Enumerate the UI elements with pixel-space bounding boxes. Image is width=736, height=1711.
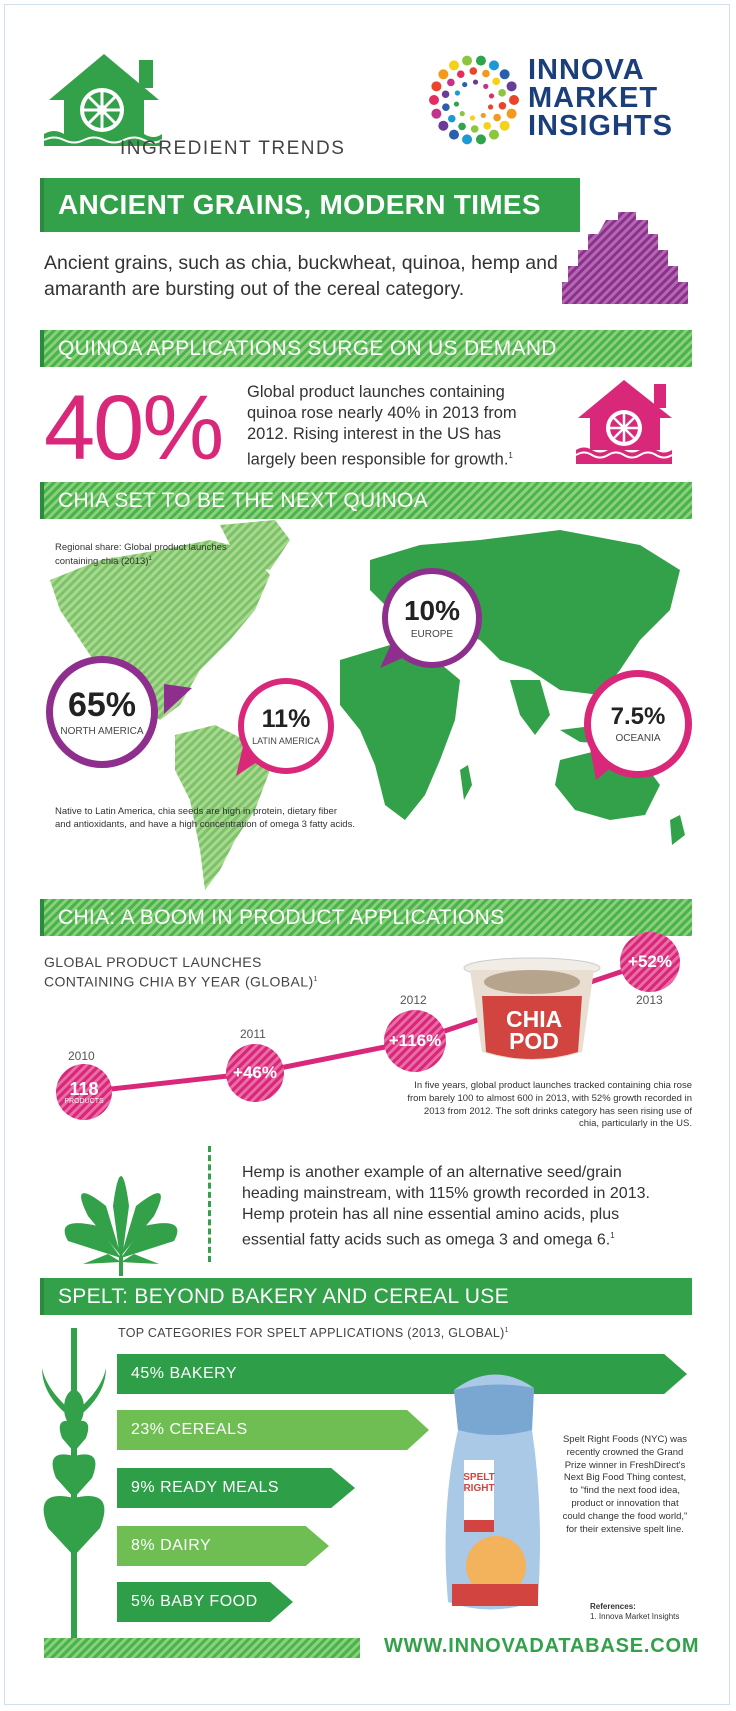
brand-dot: [498, 101, 507, 110]
brand-dot: [429, 95, 439, 105]
brand-dot: [454, 90, 461, 96]
brand-name: INNOVA MARKET INSIGHTS: [528, 54, 673, 142]
pink-house-mill-icon: [576, 380, 673, 464]
brand-dot: [431, 81, 442, 92]
spelt-side-text: Spelt Right Foods (NYC) was recently cro…: [562, 1434, 688, 1535]
brand-dot: [449, 129, 459, 140]
year-label: 2013: [636, 993, 663, 1007]
brand-dot: [462, 81, 468, 88]
footer-hatch-bar: [44, 1638, 360, 1658]
brand-dot: [456, 70, 465, 78]
spelt-subheading: TOP CATEGORIES FOR SPELT APPLICATIONS (2…: [118, 1326, 509, 1340]
main-title: ANCIENT GRAINS, MODERN TIMES: [40, 178, 580, 232]
chia-pod-product-image: [463, 957, 601, 1060]
brand-dot: [462, 134, 473, 145]
brand-dot: [449, 60, 459, 71]
year-label: 2012: [400, 993, 427, 1007]
chia-line-chart: [83, 959, 651, 1095]
brand-dot: [498, 89, 506, 97]
bubble-north-america: 65% NORTH AMERICA: [46, 656, 158, 768]
chia-point-2010: 118 PRODUCTS: [56, 1064, 112, 1120]
references: References: 1. Innova Market Insights: [590, 1602, 680, 1621]
brand-dot: [488, 93, 495, 99]
brand-dot: [475, 55, 486, 66]
chia-boom-heading: CHIA: A BOOM IN PRODUCT APPLICATIONS: [40, 899, 692, 936]
chia-point-2011: +46%: [226, 1044, 284, 1102]
bubble-europe: 10% EUROPE: [382, 568, 482, 668]
chia-point-2013: +52%: [620, 932, 680, 992]
brand-dot: [438, 120, 449, 131]
page-frame: [4, 4, 730, 1705]
brand-dots-icon: [429, 55, 519, 145]
brand-dot: [431, 108, 442, 119]
spelt-heading: SPELT: BEYOND BAKERY AND CEREAL USE: [40, 1278, 692, 1315]
africa-shape: [340, 645, 460, 820]
madagascar-shape: [460, 765, 472, 800]
year-label: 2011: [240, 1027, 266, 1041]
pyramid-icon: [562, 212, 688, 304]
hemp-leaf-icon: [64, 1176, 178, 1276]
brand-dot: [472, 79, 479, 85]
new-zealand-shape: [670, 815, 685, 845]
chia-map-caption: Regional share: Global product launches …: [55, 542, 227, 567]
greenland-shape: [220, 520, 290, 570]
quinoa-big-stat: 40%: [44, 377, 224, 479]
brand-dot: [506, 81, 517, 92]
brand-dot: [453, 101, 460, 107]
india-shape: [510, 680, 550, 735]
brand-dot: [447, 78, 455, 87]
spelt-package-label: SPELT RIGHT: [463, 1472, 495, 1494]
chia-chart-title: GLOBAL PRODUCT LAUNCHES CONTAINING CHIA …: [44, 954, 318, 990]
wheat-stalk-icon: [42, 1328, 106, 1658]
chia-pod-label: CHIA POD: [506, 1006, 563, 1054]
spelt-bar-bakery: 45% BAKERY: [117, 1354, 687, 1394]
brand-dot: [493, 113, 501, 122]
brand-dot: [438, 69, 449, 80]
bubble-latin-america: 11% LATIN AMERICA: [238, 678, 334, 774]
brand-dot: [483, 122, 492, 130]
brand-dot: [469, 67, 478, 75]
spelt-bar-dairy: 8% DAIRY: [117, 1526, 329, 1566]
brand-dot: [442, 103, 450, 111]
brand-dot: [509, 95, 519, 105]
brand-dot: [506, 108, 517, 119]
bubble-tail-north-america: [164, 684, 192, 714]
year-label: 2010: [68, 1049, 95, 1063]
house-mill-logo-icon: [44, 54, 162, 146]
spelt-right-package-image: [445, 1374, 540, 1610]
brand-dot: [489, 129, 499, 140]
brand-dot: [487, 104, 494, 110]
hemp-divider: [208, 1146, 211, 1262]
brand-dot: [489, 60, 499, 71]
brand-dot: [480, 112, 486, 119]
bubble-oceania: 7.5% OCEANIA: [584, 670, 692, 778]
spelt-bar-ready-meals: 9% READY MEALS: [117, 1468, 355, 1508]
chia-map-note: Native to Latin America, chia seeds are …: [55, 806, 355, 830]
chia-point-2012: +116%: [384, 1010, 446, 1072]
brand-dot: [492, 77, 501, 86]
brand-dot: [482, 69, 490, 78]
brand-dot: [459, 111, 465, 117]
hemp-text: Hemp is another example of an alternativ…: [242, 1164, 650, 1249]
quinoa-heading: QUINOA APPLICATIONS SURGE ON US DEMAND: [40, 330, 692, 367]
section-label: INGREDIENT TRENDS: [120, 138, 346, 159]
brand-dot: [469, 115, 476, 121]
chia-map-heading: CHIA SET TO BE THE NEXT QUINOA: [40, 482, 692, 519]
brand-dot: [499, 120, 510, 131]
spelt-bar-cereals: 23% CEREALS: [117, 1410, 429, 1450]
brand-dot: [470, 125, 479, 133]
brand-dot: [458, 122, 466, 131]
brand-dot: [499, 69, 510, 80]
footer-url-link[interactable]: WWW.INNOVADATABASE.COM: [384, 1635, 700, 1657]
brand-dot: [447, 114, 456, 123]
brand-dot: [462, 55, 473, 66]
brand-dot: [483, 83, 489, 89]
chia-boom-text: In five years, global product launches t…: [407, 1080, 692, 1130]
intro-text: Ancient grains, such as chia, buckwheat,…: [44, 252, 558, 300]
brand-dot: [441, 90, 450, 99]
brand-dot: [475, 134, 486, 145]
spelt-bar-baby-food: 5% BABY FOOD: [117, 1582, 293, 1622]
quinoa-text: Global product launches containing quino…: [247, 383, 517, 469]
